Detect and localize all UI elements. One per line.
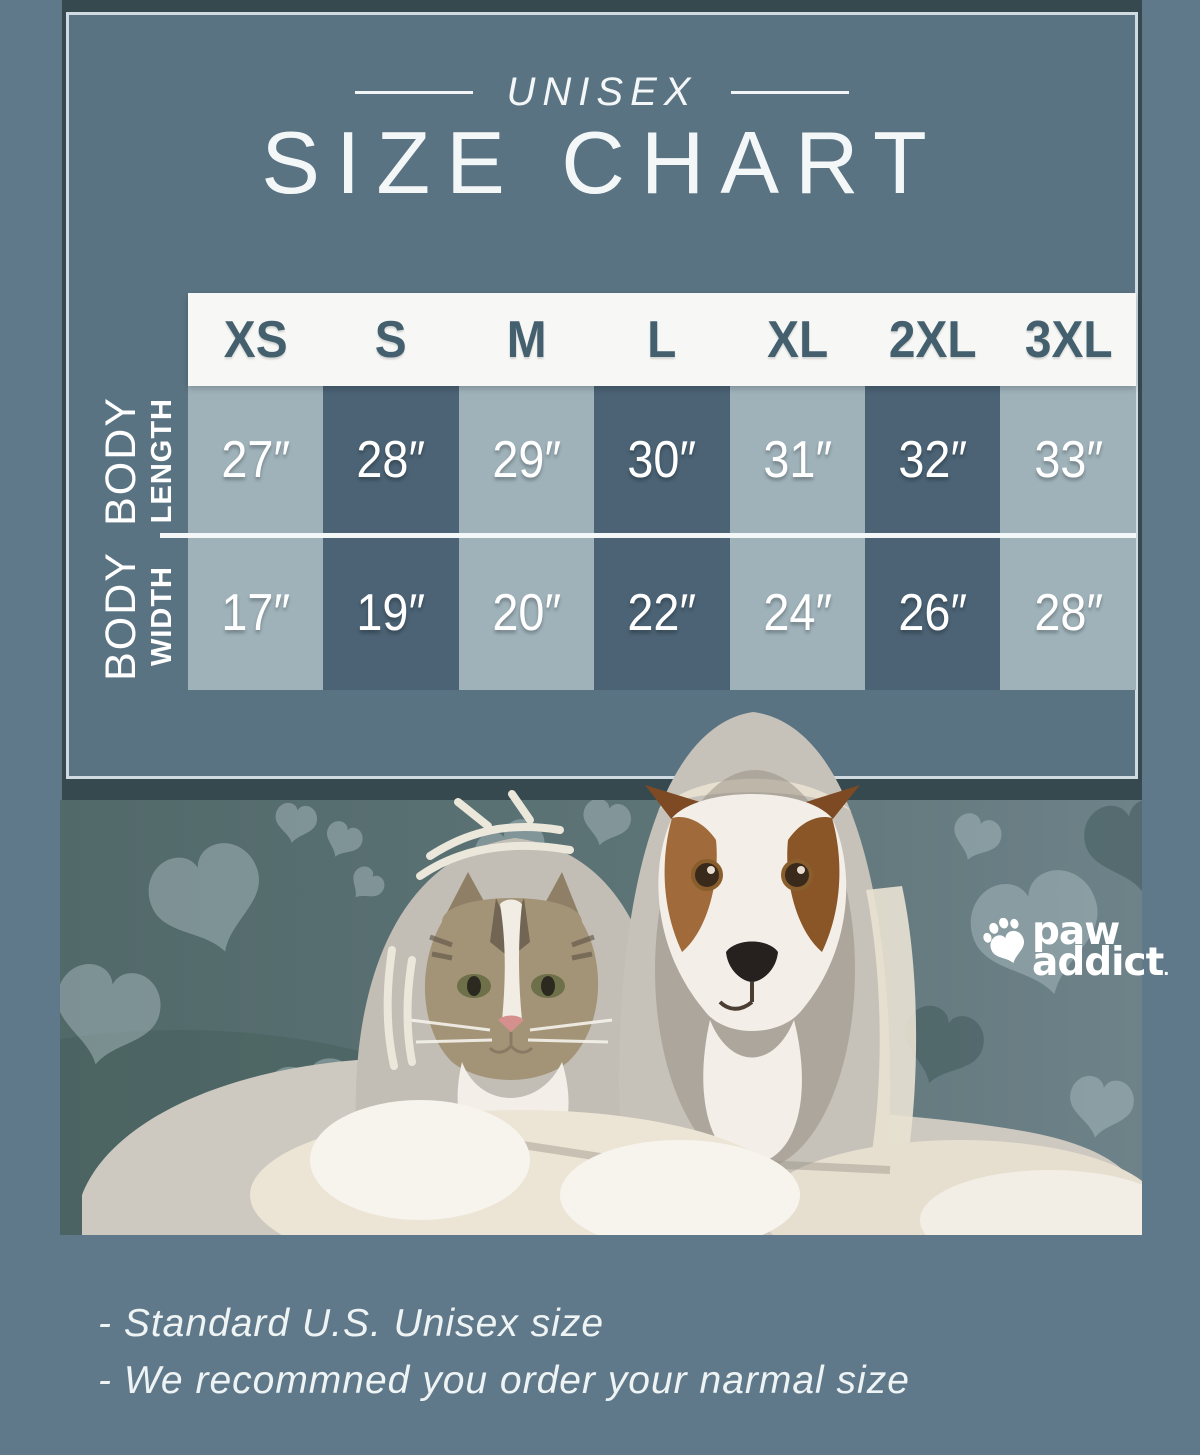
kicker-row: UNISEX [62,68,1142,116]
kicker-rule-right [731,90,850,94]
size-header-cell: 3XL [1024,310,1113,369]
brand-logo-text: paw addict. [1032,909,1169,986]
blanket-and-pets [82,712,1142,1235]
brand-logo-line2: addict. [1032,940,1169,986]
body-width-row: 17″ 19″ 20″ 22″ 24″ 26″ 28″ [188,538,1136,688]
kicker-label: UNISEX [506,69,698,114]
size-header-cell: 2XL [888,310,977,369]
row-label-dim: WIDTH [146,565,178,667]
width-value: 20″ [492,584,561,642]
width-value: 26″ [898,584,968,642]
size-header-row: XS S M L XL 2XL 3XL [188,293,1136,386]
footer-note-2: - We recommned you order your narmal siz… [98,1358,910,1402]
brand-logo-mark: . [1163,960,1169,980]
column-stripe-xs [188,386,324,690]
width-value: 17″ [221,584,291,642]
plaid-patch [866,886,917,1152]
column-stripe-3xl [1000,386,1136,690]
column-stripe-m [458,386,595,690]
length-value: 29″ [492,430,561,489]
footer-notes: - Standard U.S. Unisex size - We recommn… [98,1296,910,1409]
column-stripe-l [594,386,730,690]
body-length-row: 27″ 28″ 29″ 30″ 31″ 32″ 33″ [188,386,1136,533]
column-stripe-xl [729,386,865,690]
blanket-fluff [920,1170,1142,1235]
blanket-fluff [310,1100,530,1220]
size-header-cell: XS [223,310,288,369]
length-value: 33″ [1033,430,1103,489]
row-label-body-length: BODY LENGTH [88,388,188,534]
size-header-cell: XL [766,310,828,369]
width-value: 24″ [763,584,832,642]
kicker-rule-left [354,90,473,94]
width-value: 28″ [1033,584,1103,642]
row-label-dim: LENGTH [146,398,178,524]
blanket-fringe [383,790,574,1070]
footer-note-1: - Standard U.S. Unisex size [98,1302,605,1345]
width-value: 19″ [356,584,426,642]
row-label-body-width: BODY WIDTH [88,540,188,692]
pets-photo [60,712,1142,1235]
page-title: SIZE CHART [261,113,943,212]
paw-icon [983,918,1025,963]
row-label-word: BODY [97,551,145,681]
brand-logo-line1: paw [1032,909,1120,954]
length-value: 31″ [763,430,832,489]
length-value: 28″ [356,430,426,489]
size-header-cell: S [375,310,408,369]
size-header-cell: M [506,310,547,369]
row-separator [160,533,1136,538]
row-label-word: BODY [97,396,145,526]
width-value: 22″ [627,584,697,642]
hood-cream-band [658,778,852,812]
dog-face [645,785,860,1164]
length-value: 30″ [627,430,697,489]
column-stripe-s [323,386,459,690]
length-value: 27″ [221,430,291,489]
blanket-fluff [560,1140,800,1235]
length-value: 32″ [898,430,968,489]
column-stripe-2xl [865,386,1001,690]
size-header-cell: L [647,310,677,369]
brand-logo: paw addict. [982,909,1169,986]
